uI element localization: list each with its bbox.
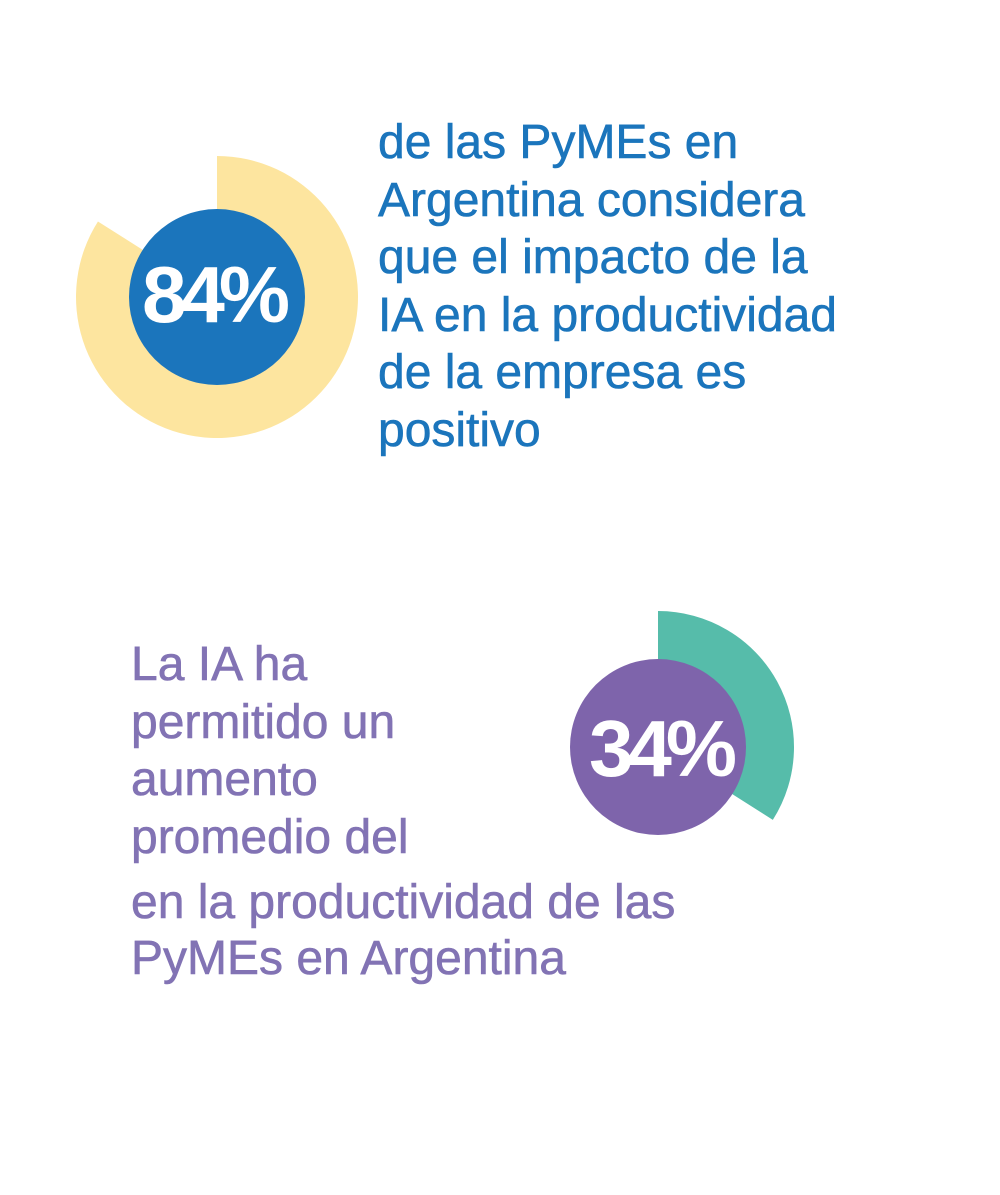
- donut-34-value-label: 34%: [589, 704, 736, 793]
- stat-34-description-after: en la productividad de las PyMEs en Arge…: [131, 876, 676, 986]
- donut-84-value-label: 84%: [142, 250, 289, 339]
- stat-34-description-before: La IA ha permitido un aumento promedio d…: [131, 638, 409, 864]
- donut-84-center: [129, 209, 305, 385]
- donut-84-ring-segment: [75, 156, 358, 438]
- donut-chart-34: 34%: [570, 611, 794, 835]
- donut-34-center: [570, 659, 746, 835]
- stat-84-description: de las PyMEs en Argentina considera que …: [378, 116, 838, 457]
- donut-chart-84: 84%: [75, 156, 358, 438]
